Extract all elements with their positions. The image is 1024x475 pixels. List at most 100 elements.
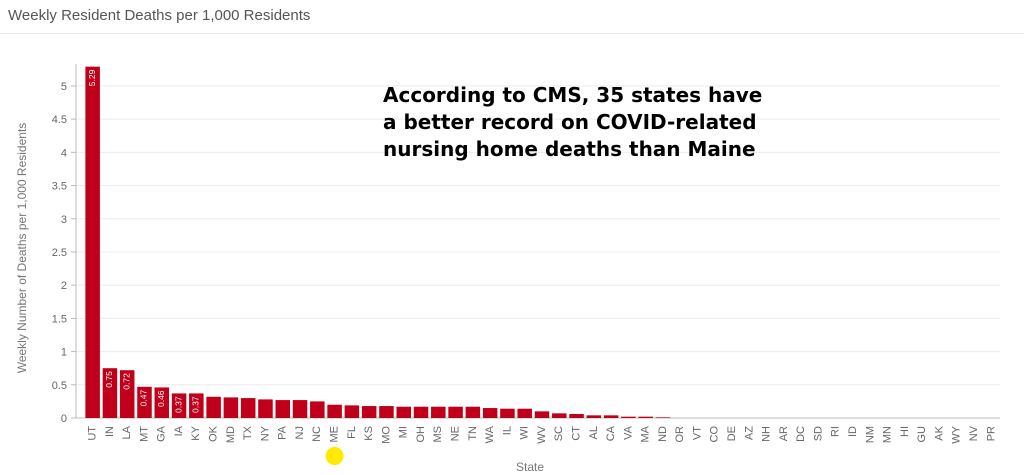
bar-data-label: 0.47 xyxy=(139,390,149,407)
bar-ok xyxy=(206,396,221,418)
bar-wi xyxy=(517,408,532,418)
chart-title: Weekly Resident Deaths per 1,000 Residen… xyxy=(8,7,311,24)
x-tick-label: GU xyxy=(916,426,928,443)
bar-me xyxy=(327,404,342,418)
x-tick-label: WY xyxy=(951,425,963,443)
x-tick-label: IA xyxy=(173,425,185,436)
x-tick-label: DE xyxy=(726,426,738,441)
x-axis-title: State xyxy=(516,460,544,474)
bar-sc xyxy=(552,413,567,418)
x-tick-label: MN xyxy=(882,426,894,443)
x-tick-label: NC xyxy=(311,426,323,442)
bar-ia xyxy=(171,393,187,418)
y-tick-label: 2.5 xyxy=(52,247,67,259)
y-tick-label: 5 xyxy=(61,81,67,93)
x-tick-label: NV xyxy=(968,425,980,441)
bar-oh xyxy=(413,406,429,418)
bar-wv xyxy=(534,411,550,418)
chart-annotation: According to CMS, 35 states have a bette… xyxy=(383,83,763,161)
title-divider xyxy=(0,33,1024,34)
y-tick-label: 1 xyxy=(61,347,67,359)
x-tick-label: CT xyxy=(570,426,582,441)
x-tick-label: TN xyxy=(467,426,479,441)
x-tick-label: SC xyxy=(553,426,565,441)
x-tick-label: AZ xyxy=(743,426,755,440)
x-tick-label: RI xyxy=(830,426,842,437)
bar-il xyxy=(500,408,515,418)
bar-va xyxy=(621,416,636,418)
bar-ga xyxy=(154,387,170,418)
x-tick-label: HI xyxy=(899,426,911,437)
x-tick-label: ID xyxy=(847,426,859,437)
x-tick-label: CO xyxy=(709,426,721,443)
highlight-marker xyxy=(325,447,344,465)
bar-ky xyxy=(189,393,204,418)
x-tick-label: CA xyxy=(605,425,617,441)
x-tick-label: ND xyxy=(657,426,669,442)
bar-data-label: 0.37 xyxy=(191,396,201,413)
bar-ct xyxy=(569,414,584,418)
y-tick-label: 0.5 xyxy=(52,380,67,392)
bar-data-label: 0.72 xyxy=(121,373,131,390)
x-tick-label: MT xyxy=(138,426,150,442)
bar-md xyxy=(223,397,239,418)
bar-ma xyxy=(638,416,653,418)
x-tick-label: VT xyxy=(691,426,703,440)
x-tick-label: IN xyxy=(104,426,116,437)
bar-ks xyxy=(361,406,377,418)
bar-mo xyxy=(379,406,394,418)
x-tick-label: MD xyxy=(225,426,237,443)
x-tick-label: KS xyxy=(363,426,375,441)
y-tick-label: 3 xyxy=(61,214,67,226)
x-tick-label: PA xyxy=(277,425,289,440)
y-tick-label: 4.5 xyxy=(52,114,67,126)
x-tick-label: MO xyxy=(380,426,392,444)
x-tick-label: OH xyxy=(415,426,427,443)
x-tick-label: WI xyxy=(519,426,531,439)
bar-ny xyxy=(258,399,273,418)
x-tick-label: ME xyxy=(329,426,341,443)
x-tick-label: OK xyxy=(208,425,220,442)
x-tick-label: VA xyxy=(622,425,634,440)
bar-tx xyxy=(240,398,256,418)
x-tick-label: IL xyxy=(501,426,513,435)
bar-in xyxy=(102,368,118,418)
bar-data-label: 5.29 xyxy=(87,69,97,86)
bar-data-label: 0.46 xyxy=(156,390,166,407)
x-tick-label: LA xyxy=(121,425,133,439)
x-tick-label: PR xyxy=(985,426,997,441)
x-tick-label: KY xyxy=(190,425,202,440)
x-tick-label: AL xyxy=(588,426,600,439)
bar-nj xyxy=(292,400,308,418)
bar-nc xyxy=(310,401,325,418)
bar-tn xyxy=(465,406,481,418)
bar-data-label: 0.37 xyxy=(173,396,183,413)
y-tick-label: 0 xyxy=(61,413,67,425)
x-tick-label: NH xyxy=(761,426,773,442)
x-tick-label: DC xyxy=(795,426,807,442)
bar-ut xyxy=(85,66,100,418)
x-tick-label: AK xyxy=(933,425,945,440)
x-tick-label: UT xyxy=(87,426,99,441)
x-tick-label: WA xyxy=(484,425,496,443)
bar-ca xyxy=(603,415,619,418)
y-tick-label: 3.5 xyxy=(52,181,67,193)
y-tick-label: 2 xyxy=(61,280,67,292)
x-tick-label: GA xyxy=(156,425,168,442)
x-tick-label: NJ xyxy=(294,426,306,439)
y-axis-title: Weekly Number of Deaths per 1,000 Reside… xyxy=(15,123,29,374)
x-tick-label: TX xyxy=(242,425,254,440)
bar-al xyxy=(586,415,602,418)
x-tick-label: MI xyxy=(398,426,410,438)
bar-pa xyxy=(275,400,291,418)
x-tick-label: NE xyxy=(449,426,461,441)
bar-wa xyxy=(482,408,498,418)
x-tick-label: NY xyxy=(259,425,271,441)
x-tick-label: MS xyxy=(432,426,444,443)
x-tick-label: WV xyxy=(536,425,548,443)
y-tick-label: 4 xyxy=(61,147,67,159)
x-tick-label: MA xyxy=(640,425,652,442)
bar-la xyxy=(119,370,135,418)
x-tick-label: AR xyxy=(778,426,790,441)
